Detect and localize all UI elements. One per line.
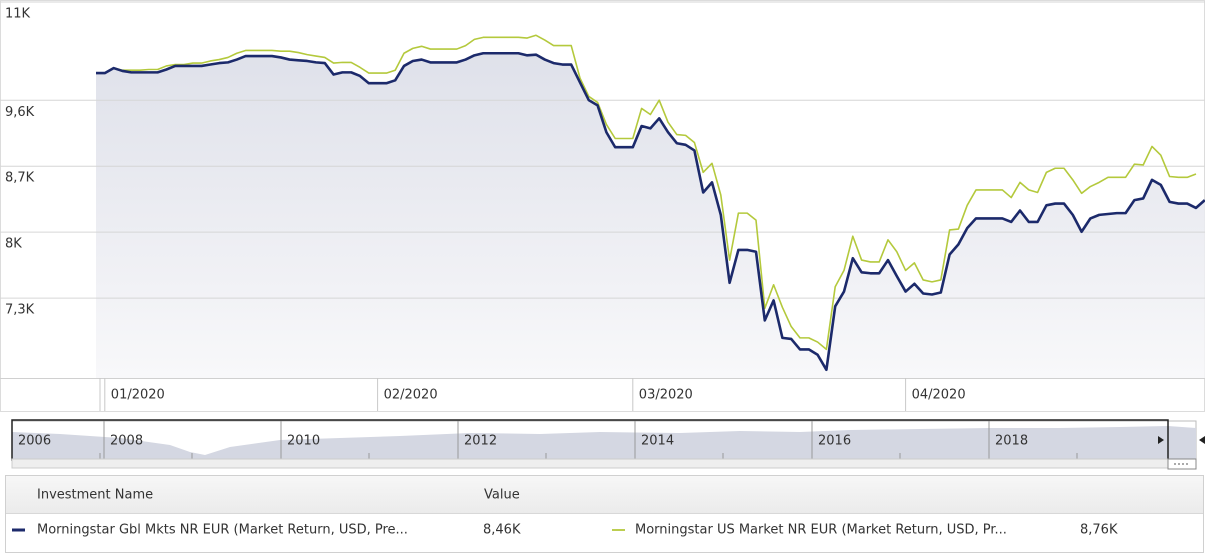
x-tick-label: 02/2020 [384, 388, 438, 403]
legend-table: Investment Name Value Morningstar Gbl Mk… [5, 475, 1204, 553]
y-tick-label: 7,3K [5, 303, 35, 318]
navigator-label: 2014 [641, 434, 674, 449]
x-tick-label: 04/2020 [912, 388, 966, 403]
series-line [96, 34, 1197, 351]
area-fill [96, 53, 1205, 379]
legend-value: 8,76K [1080, 523, 1118, 538]
y-tick-label: 11K [5, 7, 31, 22]
navigator-handle-right[interactable] [1199, 436, 1205, 444]
y-tick-label: 9,6K [5, 105, 35, 120]
navigator: 2006 2008 2010 2012 2014 2016 2018 [11, 419, 1205, 470]
navigator-silhouette [12, 426, 1196, 459]
x-tick-label: 01/2020 [111, 388, 165, 403]
navigator-label: 2008 [110, 434, 143, 449]
legend-header-value: Value [484, 488, 520, 503]
legend-entries: Morningstar Gbl Mkts NR EUR (Market Retu… [12, 523, 1118, 538]
navigator-label: 2012 [464, 434, 497, 449]
legend-header-row [6, 476, 1203, 513]
legend-name: Morningstar US Market NR EUR (Market Ret… [635, 523, 1007, 538]
y-tick-label: 8K [5, 237, 22, 252]
plot-area: 11K 9,6K 8,7K 8K 7,3K 01/2020 02/2020 03/2020 04… [0, 1, 1205, 411]
navigator-label: 2006 [18, 434, 51, 449]
series-line [96, 51, 1205, 372]
legend-header-name: Investment Name [37, 488, 153, 503]
y-tick-label: 8,7K [5, 171, 35, 186]
legend-value: 8,46K [483, 523, 521, 538]
navigator-label: 2018 [995, 434, 1028, 449]
x-tick-label: 03/2020 [639, 388, 693, 403]
navigator-scrollbar[interactable] [11, 458, 1197, 469]
navigator-label: 2010 [287, 434, 320, 449]
navigator-axis: 2006 2008 2010 2012 2014 2016 2018 [18, 421, 1078, 459]
navigator-label: 2016 [818, 434, 851, 449]
navigator-handle-left[interactable] [1158, 436, 1164, 444]
legend-name: Morningstar Gbl Mkts NR EUR (Market Retu… [37, 523, 408, 538]
